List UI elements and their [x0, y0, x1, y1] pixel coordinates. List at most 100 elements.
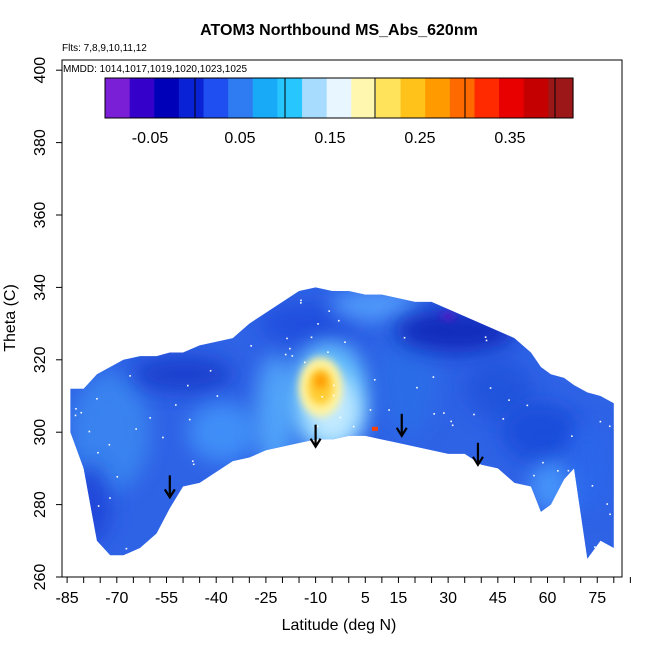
- sample-point: [192, 463, 195, 466]
- arrow-head: [309, 438, 322, 449]
- y-tick-label: 300: [32, 419, 49, 446]
- sample-point: [557, 470, 559, 472]
- colorbar-swatch: [474, 78, 500, 118]
- x-axis-label: Latitude (deg N): [282, 617, 397, 634]
- sample-point: [352, 425, 355, 428]
- sample-point: [125, 547, 128, 550]
- sample-point: [599, 420, 602, 423]
- colorbar-swatch: [105, 78, 131, 118]
- sample-point: [403, 336, 406, 339]
- colorbar-tick-label: -0.05: [132, 130, 169, 147]
- x-tick-label: 75: [588, 590, 606, 607]
- y-tick-label: 360: [32, 202, 49, 229]
- colorbar-swatch: [523, 78, 549, 118]
- colorbar-swatch: [449, 78, 476, 118]
- sample-point: [97, 451, 99, 454]
- x-tick-label: -55: [155, 590, 178, 607]
- sample-point: [443, 412, 445, 414]
- field-max-core: [314, 372, 327, 389]
- colorbar-swatch: [499, 78, 525, 118]
- arrow-markers: [163, 413, 484, 500]
- sample-point: [216, 395, 219, 397]
- flights-label: Flts: 7,8,9,10,11,12: [62, 43, 147, 54]
- sample-point: [304, 361, 306, 364]
- sample-point: [316, 425, 319, 428]
- colorbar-swatch: [252, 78, 279, 118]
- sample-point: [433, 413, 435, 415]
- sample-point: [250, 345, 252, 347]
- plot-frame: [61, 59, 623, 578]
- x-tick-label: -40: [205, 590, 228, 607]
- sample-point: [328, 310, 331, 312]
- sample-point: [526, 404, 529, 407]
- sample-point: [508, 399, 510, 401]
- sample-point: [327, 351, 329, 353]
- sample-point: [188, 418, 191, 421]
- sample-point: [533, 474, 535, 477]
- sample-point: [289, 347, 291, 350]
- colorbar-swatch: [375, 78, 402, 118]
- sample-point: [369, 409, 372, 411]
- colorbar-swatch: [302, 78, 328, 118]
- x-tick-label: -85: [56, 590, 79, 607]
- field-blob: [187, 402, 258, 463]
- sample-point: [317, 323, 319, 325]
- sample-point: [149, 417, 151, 419]
- field-blob: [70, 372, 151, 493]
- colorbar-swatch: [178, 78, 205, 118]
- y-tick-label: 260: [32, 564, 49, 591]
- sample-point: [333, 384, 335, 387]
- x-tick-label: 45: [489, 590, 507, 607]
- sample-point: [485, 339, 488, 342]
- colorbar-frame: [104, 77, 574, 119]
- sample-point: [484, 336, 487, 338]
- sample-point: [451, 424, 454, 427]
- sample-point: [310, 336, 313, 339]
- sample-point: [432, 376, 435, 378]
- sample-point: [88, 430, 91, 433]
- x-tick-label: -10: [304, 590, 327, 607]
- sample-point: [502, 418, 505, 420]
- sample-point: [608, 425, 611, 428]
- sample-point: [373, 378, 376, 381]
- sample-point: [116, 475, 119, 478]
- colorbar-swatch: [351, 78, 377, 118]
- x-tick-label: 15: [390, 590, 408, 607]
- sample-point: [300, 299, 302, 302]
- field-blob: [255, 354, 296, 475]
- sample-point: [80, 411, 83, 414]
- chart-title: ATOM3 Northbound MS_Abs_620nm: [200, 22, 478, 39]
- sample-point: [337, 319, 340, 322]
- sample-point: [416, 386, 418, 389]
- sample-point: [135, 428, 137, 430]
- y-axis-label: Theta (C): [2, 284, 19, 352]
- field-blob: [258, 303, 359, 344]
- x-tick-label: -25: [254, 590, 277, 607]
- sample-point: [175, 404, 177, 406]
- mmdd-label: MMDD: 1014,1017,1019,1020,1023,1025: [63, 64, 247, 75]
- field-min-spot: [441, 312, 456, 321]
- sample-point: [96, 397, 98, 400]
- sample-point: [300, 302, 302, 304]
- field-blob: [462, 358, 533, 419]
- colorbar-tick-label: 0.05: [224, 130, 255, 147]
- y-tick-label: 320: [32, 346, 49, 373]
- arrow-head: [472, 456, 484, 467]
- sample-point: [75, 407, 77, 410]
- x-tick-label: 5: [361, 590, 370, 607]
- sample-point: [109, 497, 111, 499]
- sample-point: [332, 394, 335, 397]
- sample-point: [291, 355, 294, 357]
- sample-point: [339, 416, 342, 419]
- sample-point: [450, 420, 452, 423]
- sample-point: [473, 413, 475, 416]
- colorbar-tick-label: 0.25: [404, 130, 435, 147]
- y-tick-label: 380: [32, 129, 49, 156]
- x-tick-label: -70: [105, 590, 128, 607]
- sample-point: [186, 384, 189, 387]
- sample-point: [609, 513, 611, 516]
- colorbar-swatch: [400, 78, 426, 118]
- colorbar: -0.05 0.05 0.15 0.25 0.35: [104, 77, 574, 147]
- y-tick-label: 280: [32, 491, 49, 518]
